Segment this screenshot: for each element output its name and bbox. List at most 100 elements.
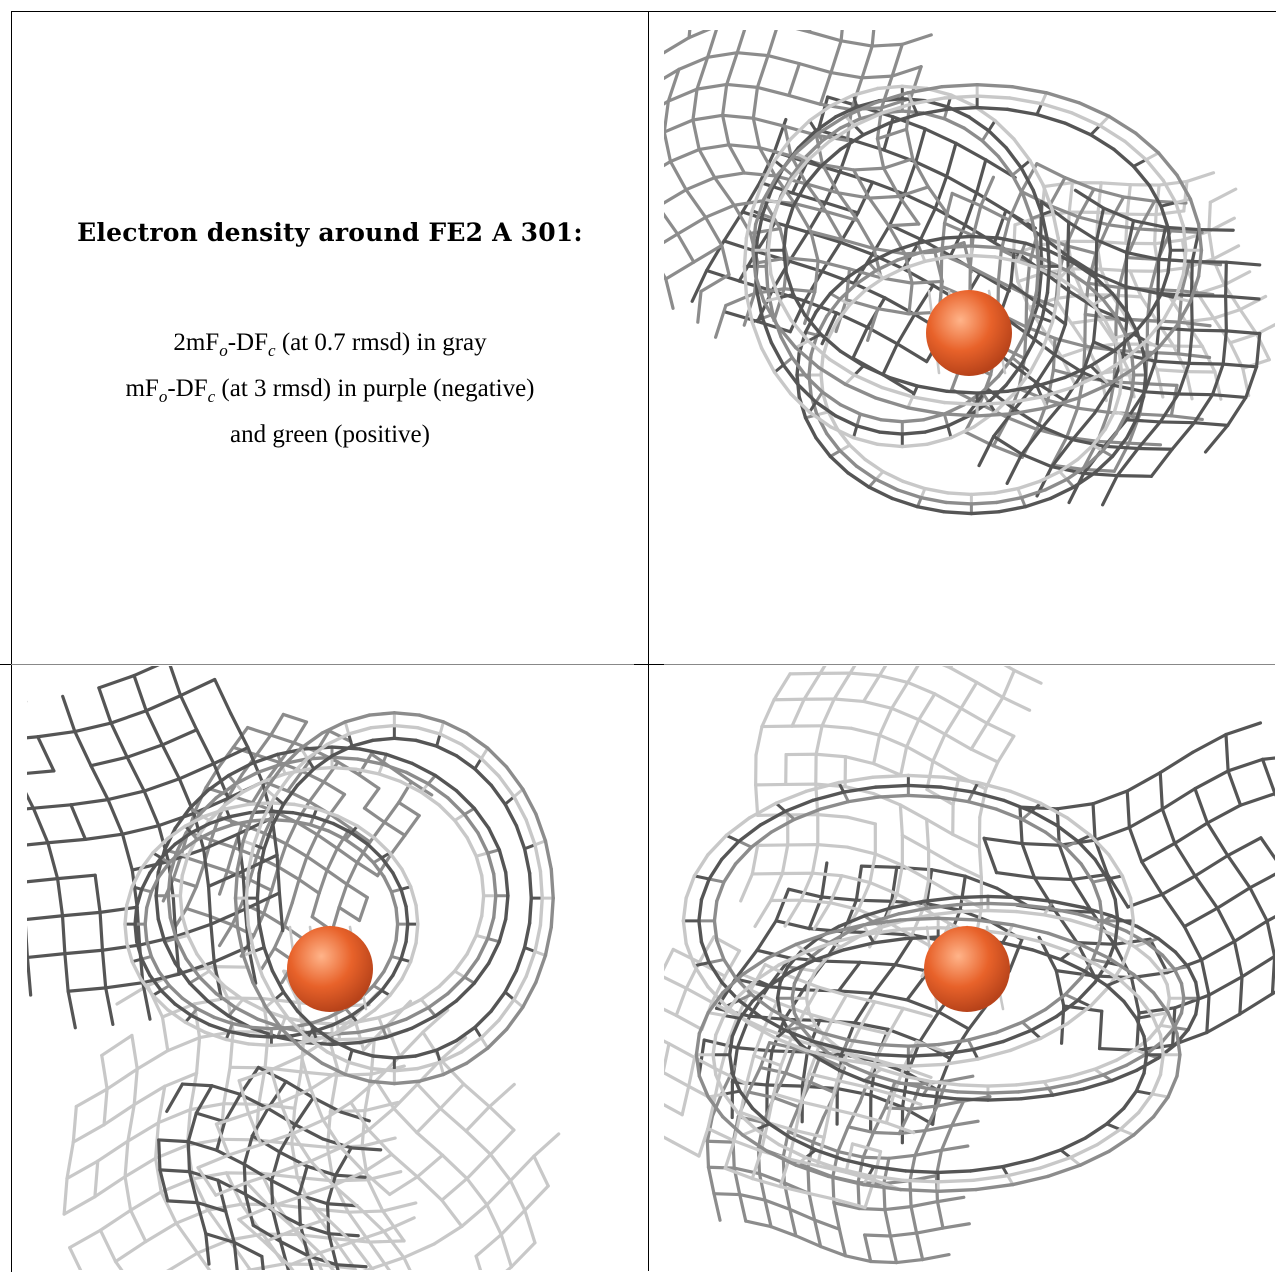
mesh-segment [903,1074,934,1084]
mesh-segment [1166,1074,1179,1099]
mesh-segment [325,1217,354,1244]
mesh-segment [728,1053,735,1075]
mesh-segment [871,1130,901,1136]
mesh-segment [737,839,753,849]
mesh-segment [1143,359,1158,394]
mesh-segment [1165,982,1172,1000]
mesh-segment [879,74,894,110]
mesh-segment [1189,293,1228,298]
divider-tick-middle [634,664,664,665]
mesh-segment [207,815,231,826]
mesh-segment [234,770,260,786]
mesh-segment [877,673,910,685]
mesh-segment [966,1030,999,1042]
mesh-segment [487,940,502,965]
mesh-segment [399,779,423,794]
mesh-segment [1079,862,1095,884]
mesh-segment [226,996,265,1001]
mesh-segment [788,299,807,334]
mesh-segment [1016,902,1051,910]
mesh-segment [880,385,915,399]
mesh-segment [737,823,762,843]
mesh-segment [836,191,860,223]
mesh-segment [694,1031,702,1057]
mesh-segment [269,712,285,737]
mesh-segment [986,894,1023,900]
mesh-segment [212,1015,235,1026]
mesh-segment [855,105,862,121]
mesh-segment [969,253,997,259]
mesh-segment [804,182,828,214]
mesh-segment [549,896,555,929]
mesh-segment [1078,942,1111,960]
mesh-segment [503,795,516,806]
mesh-segment [392,1079,421,1086]
mesh-segment [791,292,807,317]
mesh-segment [786,1026,804,1032]
mesh-segment [331,821,354,835]
mesh-segment [668,147,701,164]
mesh-segment [288,1018,310,1040]
mesh-segment [1038,939,1073,954]
mesh-segment [210,1084,242,1096]
mesh-segment [788,1207,817,1222]
mesh-segment [248,1262,286,1270]
mesh-segment [697,147,717,180]
mesh-segment [1105,872,1130,909]
mesh-segment [695,82,729,91]
mesh-segment [824,209,860,223]
mesh-segment [823,959,862,964]
mesh-segment [549,867,555,900]
mesh-segment [841,1047,878,1057]
mesh-segment [1007,189,1024,222]
mesh-segment [795,30,812,34]
mesh-segment [1238,294,1268,312]
mesh-segment [1031,188,1044,217]
mesh-segment [871,912,901,924]
mesh-segment [1041,182,1055,213]
mesh-segment [299,1054,313,1091]
mesh-segment [194,1084,214,1115]
mesh-segment [438,1050,464,1065]
mesh-segment [772,1064,783,1096]
mesh-segment [27,806,35,811]
mesh-segment [308,1015,331,1026]
mesh-segment [399,940,408,961]
mesh-segment [1075,941,1116,946]
mesh-segment [959,680,979,710]
mesh-segment [888,1234,899,1265]
mesh-segment [322,760,340,784]
mesh-segment [280,746,303,769]
mesh-segment [259,1132,295,1147]
mesh-segment [196,1166,218,1197]
mesh-segment [819,354,825,377]
mesh-segment [1111,383,1147,394]
mesh-segment [1098,114,1111,128]
mesh-segment [325,868,349,886]
mesh-segment [299,746,309,761]
mesh-segment [828,1078,839,1111]
mesh-segment [1174,197,1192,205]
mesh-segment [1020,1020,1033,1032]
mesh-segment [900,84,929,91]
mesh-segment [923,1123,954,1133]
mesh-segment [248,1033,274,1039]
mesh-segment [838,282,859,301]
mesh-segment [1096,181,1103,214]
density-view-bottom-left [27,666,633,1270]
mesh-segment [1134,1013,1154,1020]
mesh-segment [664,947,675,972]
mesh-segment [1159,292,1178,300]
mesh-segment [415,1153,445,1179]
mesh-segment [355,860,380,878]
mesh-segment [714,303,728,339]
mesh-segment [1193,853,1230,878]
mesh-segment [441,720,469,735]
mesh-segment [722,1013,742,1020]
mesh-segment [1094,272,1128,289]
mesh-segment [680,1084,691,1117]
mesh-segment [1048,249,1076,265]
mesh-segment [976,780,1013,793]
mesh-segment [60,910,102,918]
mesh-segment [674,1013,704,1032]
